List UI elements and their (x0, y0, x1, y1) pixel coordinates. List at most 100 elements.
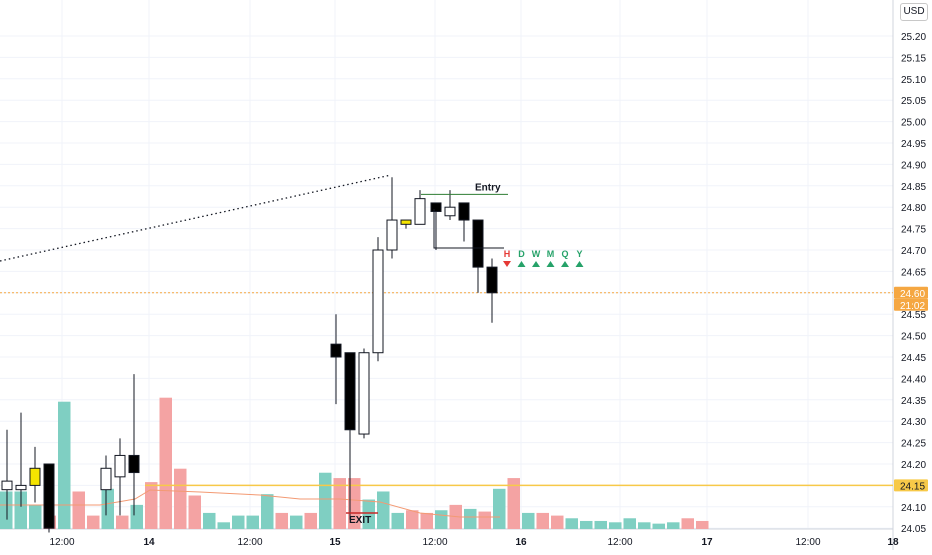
candle-body (114, 454, 126, 478)
candle-body (458, 202, 470, 221)
volume-bar (116, 515, 129, 529)
y-tick-label: 24.40 (901, 374, 926, 385)
up-arrow-icon (561, 261, 569, 267)
y-tick-label: 24.20 (901, 460, 926, 471)
volume-bar (580, 520, 593, 529)
y-tick-label: 24.25 (901, 439, 926, 450)
volume-bar (333, 478, 346, 529)
currency-selector[interactable]: USD (900, 3, 928, 21)
y-tick-label: 24.30 (901, 417, 926, 428)
candle-body (358, 352, 370, 435)
price-label-text: 24.15 (900, 481, 925, 492)
x-tick-label: 12:00 (607, 537, 632, 548)
volume-bar (246, 515, 259, 529)
candle-body (444, 206, 456, 217)
x-tick-label: 16 (515, 537, 527, 548)
candle-body (414, 198, 426, 225)
price-label: 21:02 (894, 298, 928, 312)
volume-bar (275, 512, 288, 529)
x-tick-label: 15 (329, 537, 341, 548)
step-line (433, 209, 504, 249)
exit-label: EXIT (349, 515, 371, 526)
volume-bar (652, 523, 665, 529)
volume-bar (130, 504, 143, 529)
x-tick-label: 17 (701, 537, 713, 548)
volume-bar (522, 512, 535, 529)
entry-label: Entry (475, 182, 501, 193)
candle-body (29, 467, 41, 486)
candle-body (372, 249, 384, 354)
volume-bar (14, 491, 27, 529)
volume-bar (493, 488, 506, 529)
trend-letter: M (547, 249, 555, 259)
trend-letter: Y (576, 249, 582, 259)
candle-body (100, 467, 112, 491)
y-tick-label: 24.75 (901, 225, 926, 236)
candle-body (344, 352, 356, 431)
volume-bar (159, 397, 172, 529)
y-tick-label: 24.05 (901, 524, 926, 535)
volume-bar (435, 510, 448, 529)
volume-bar (203, 512, 216, 529)
candle-body (330, 343, 342, 358)
volume-bar (72, 491, 85, 529)
volume-bar (261, 494, 274, 529)
volume-bar (406, 510, 419, 529)
volume-bar (217, 522, 230, 529)
volume-bar (58, 401, 71, 529)
y-tick-label: 24.10 (901, 503, 926, 514)
volume-bar (478, 511, 491, 529)
volume-bar (145, 482, 158, 529)
price-label-bg (894, 479, 928, 492)
volume-bar (464, 508, 477, 529)
trend-letter: W (532, 249, 541, 259)
trend-letter: D (518, 249, 525, 259)
candle-body (1, 480, 13, 491)
candle-body (386, 219, 398, 251)
x-tick-label: 12:00 (49, 537, 74, 548)
volume-bar (174, 468, 187, 529)
x-tick-label: 14 (143, 537, 155, 548)
candles (1, 177, 498, 533)
y-tick-label: 24.85 (901, 182, 926, 193)
volume-bar (623, 518, 636, 529)
x-tick-label: 12:00 (795, 537, 820, 548)
volume-bar (638, 522, 651, 529)
volume-bar (87, 515, 100, 529)
trend-letter: H (504, 249, 511, 259)
up-arrow-icon (546, 261, 555, 267)
y-tick-label: 25.05 (901, 96, 926, 107)
y-tick-label: 25.00 (901, 118, 926, 129)
price-label: 24.15 (894, 479, 928, 492)
candle-body (128, 454, 140, 474)
y-tick-label: 24.80 (901, 203, 926, 214)
volume-bar (551, 515, 564, 529)
x-tick-label: 12:00 (237, 537, 262, 548)
volume-bar (536, 512, 549, 529)
volume-bar (507, 478, 520, 529)
volume-bar (304, 512, 317, 529)
volume-bar (319, 472, 332, 529)
volume-bar (681, 518, 694, 529)
candle-body (43, 463, 55, 529)
candle-body (15, 484, 27, 491)
y-tick-label: 25.10 (901, 75, 926, 86)
x-tick-label: 12:00 (422, 537, 447, 548)
volume-bar (290, 515, 303, 529)
up-arrow-icon (517, 261, 526, 267)
y-tick-label: 24.55 (901, 310, 926, 321)
up-arrow-icon (575, 261, 584, 267)
volume-bar (420, 512, 433, 529)
volume-bar (391, 512, 404, 529)
y-tick-label: 24.65 (901, 267, 926, 278)
volume-bar (348, 478, 361, 529)
x-tick-label: 18 (887, 537, 899, 548)
y-tick-label: 24.95 (901, 139, 926, 150)
candle-body (486, 266, 498, 294)
candle-body (430, 202, 442, 212)
y-tick-label: 25.15 (901, 53, 926, 64)
volume-bar (188, 495, 201, 529)
up-arrow-icon (532, 261, 540, 267)
